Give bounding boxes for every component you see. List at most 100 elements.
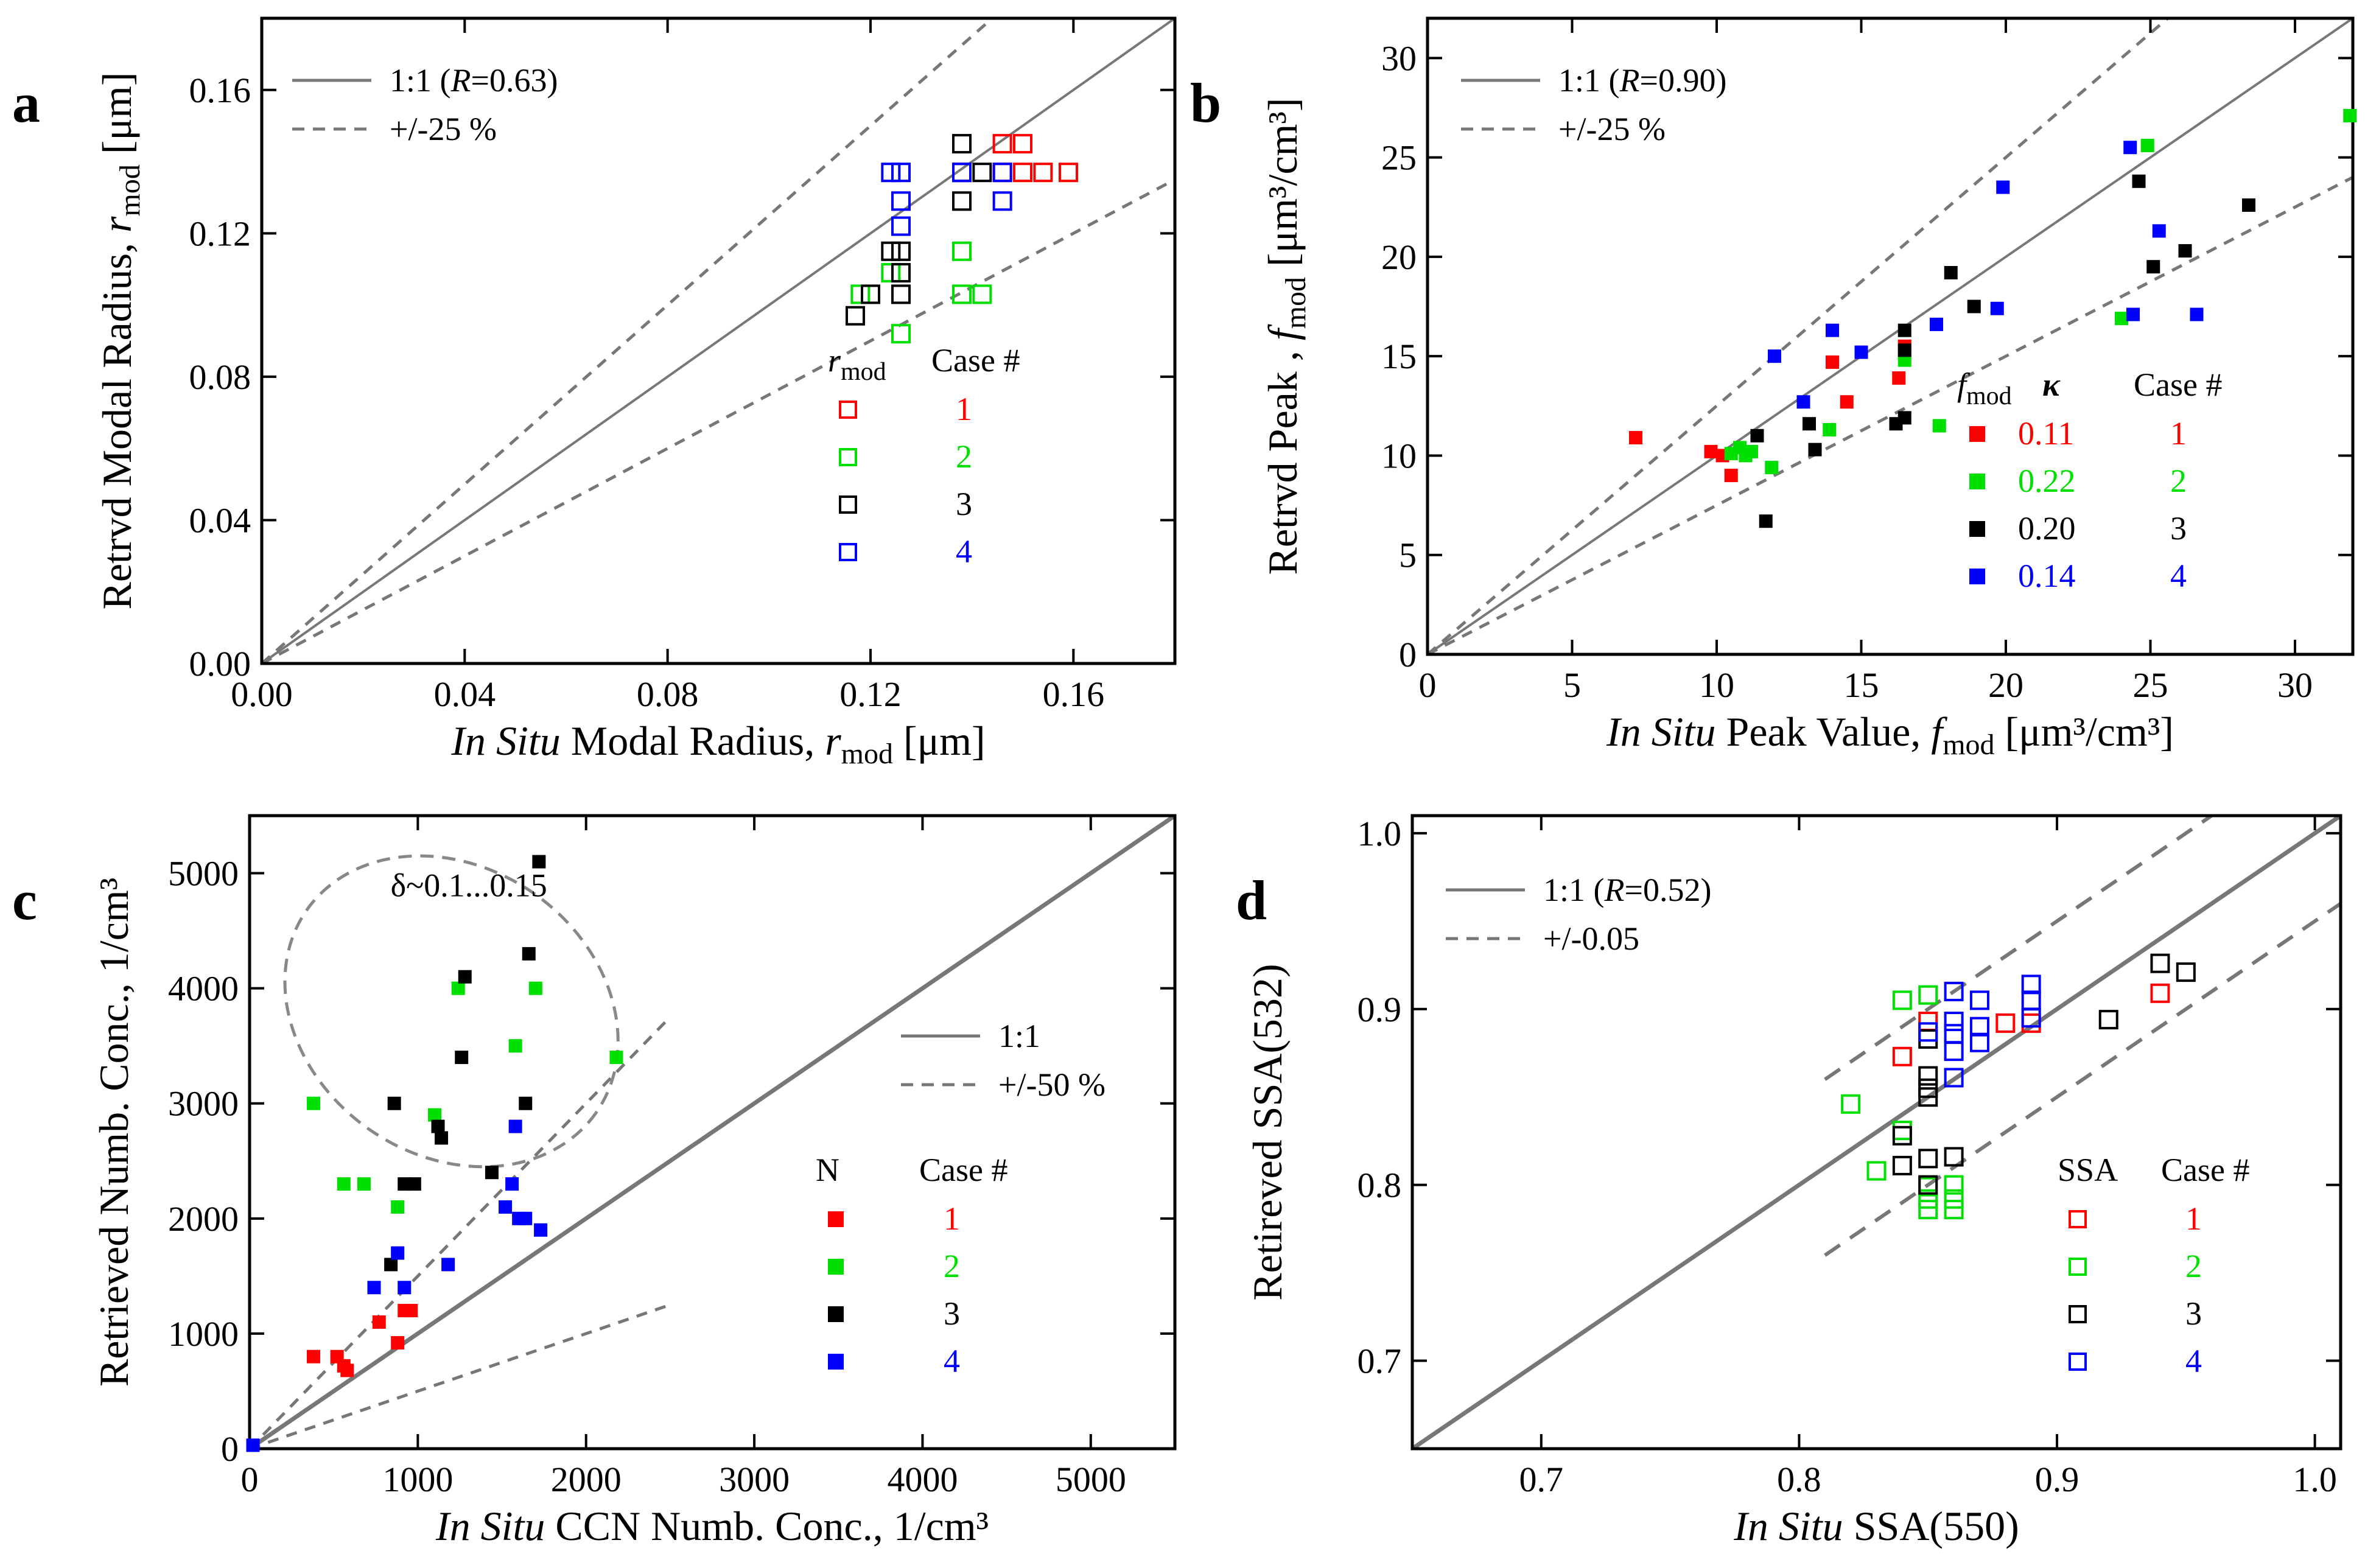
band-line bbox=[250, 1016, 671, 1449]
data-point bbox=[1866, 1161, 1887, 1181]
data-point bbox=[1996, 180, 2010, 194]
data-point bbox=[404, 1304, 418, 1318]
data-point bbox=[1918, 1149, 1938, 1169]
data-point bbox=[1990, 301, 2004, 315]
data-point bbox=[1918, 1087, 1938, 1107]
y-tick-label: 1.0 bbox=[1358, 814, 1402, 853]
data-point bbox=[1826, 323, 1839, 337]
legend-case: 4 bbox=[944, 1343, 960, 1379]
data-point bbox=[499, 1200, 513, 1214]
legend-marker bbox=[2069, 1258, 2087, 1276]
data-point bbox=[609, 1051, 623, 1065]
legend: rmod Case # 1 2 3 4 bbox=[828, 342, 1020, 570]
legend-header-case: Case # bbox=[2161, 1152, 2249, 1188]
data-point bbox=[861, 284, 880, 304]
x-tick-label: 5 bbox=[1563, 665, 1581, 705]
band-line bbox=[1428, 18, 2170, 654]
legend-case: 2 bbox=[2185, 1248, 2202, 1284]
data-point bbox=[387, 1096, 401, 1110]
data-point bbox=[1918, 985, 1938, 1005]
y-tick-label: 25 bbox=[1381, 138, 1417, 178]
data-point bbox=[2150, 983, 2170, 1003]
data-point bbox=[451, 981, 465, 995]
x-tick-label: 25 bbox=[2133, 665, 2168, 705]
legend-marker bbox=[828, 1306, 844, 1322]
y-tick-label: 0.04 bbox=[189, 500, 251, 540]
data-point bbox=[519, 1211, 533, 1225]
series-case-4 bbox=[881, 163, 1012, 236]
key-label: 1:1 (R=0.52) bbox=[1543, 872, 1711, 908]
legend-kappa: 0.11 bbox=[2018, 415, 2075, 452]
key-label: 1:1 (R=0.63) bbox=[390, 62, 558, 99]
data-point bbox=[2152, 224, 2166, 238]
one-to-one-line bbox=[1428, 18, 2353, 654]
data-point bbox=[428, 1108, 441, 1122]
legend-marker bbox=[839, 401, 857, 419]
data-point bbox=[1918, 1175, 1938, 1195]
data-point bbox=[1803, 417, 1816, 431]
x-tick-label: 3000 bbox=[719, 1460, 790, 1499]
data-point bbox=[1013, 163, 1032, 183]
panel-letter: c bbox=[12, 869, 37, 931]
data-point bbox=[1745, 444, 1758, 458]
data-point bbox=[891, 216, 911, 236]
legend-header-1: fmod bbox=[1957, 366, 2012, 410]
legend-marker bbox=[839, 495, 857, 514]
data-point bbox=[881, 241, 901, 261]
ticks: 0 5 10 15 20 25 30 0 5 10 15 20 25 30 bbox=[1381, 18, 2353, 705]
data-point bbox=[307, 1096, 321, 1110]
key-label: +/-25 % bbox=[1558, 111, 1666, 147]
x-tick-label: 15 bbox=[1844, 665, 1879, 705]
line-key: 1:1 (R=0.90) +/-25 % bbox=[1461, 62, 1726, 147]
legend-case: 3 bbox=[2170, 510, 2187, 547]
data-point bbox=[1932, 419, 1946, 433]
legend-kappa: 0.14 bbox=[2018, 558, 2076, 594]
data-point bbox=[952, 241, 972, 261]
panel-b: b 0 5 10 15 20 25 30 0 5 10 15 20 25 30 In Situ Peak Va… bbox=[1190, 16, 2357, 761]
data-point bbox=[398, 1281, 412, 1295]
legend: SSA Case # 1 2 3 4 bbox=[2058, 1152, 2249, 1379]
band-line bbox=[1824, 816, 2215, 1081]
panel-letter: a bbox=[12, 72, 40, 134]
reference-lines bbox=[262, 18, 1175, 663]
legend-marker bbox=[2069, 1210, 2087, 1228]
panel-a: a 0.00 0.04 0.08 0.12 0.16 0.00 0.04 0.08 0.12 0.1… bbox=[12, 16, 1177, 770]
data-point bbox=[1918, 1029, 1938, 1049]
y-tick-label: 0.12 bbox=[189, 214, 251, 253]
series-case-3 bbox=[1892, 953, 2196, 1195]
data-point bbox=[508, 1039, 522, 1053]
legend: N Case # 1 2 3 4 bbox=[816, 1152, 1007, 1379]
legend-kappa: 0.20 bbox=[2018, 510, 2076, 547]
data-point bbox=[1796, 395, 1810, 409]
data-point bbox=[1944, 266, 1958, 279]
data-point bbox=[384, 1258, 398, 1272]
x-axis-label: In Situ Peak Value, fmod [μm³/cm³] bbox=[1606, 709, 2174, 761]
data-point bbox=[1826, 355, 1839, 369]
data-point bbox=[952, 134, 972, 154]
y-tick-label: 15 bbox=[1381, 337, 1417, 376]
data-point bbox=[1840, 395, 1854, 409]
legend-kappa: 0.22 bbox=[2018, 463, 2076, 499]
panel-d: d 0.7 0.8 0.9 1.0 0.7 0.8 0.9 1.0 In Situ SSA(550… bbox=[1236, 814, 2342, 1549]
y-axis-label: Retrvd Modal Radius, rmod [μm] bbox=[94, 72, 146, 610]
data-point bbox=[846, 306, 865, 326]
key-label: +/-0.05 bbox=[1543, 920, 1639, 957]
legend-marker bbox=[828, 1259, 844, 1275]
y-tick-label: 3000 bbox=[168, 1084, 239, 1124]
data-point bbox=[2150, 953, 2170, 973]
legend-marker bbox=[2069, 1353, 2087, 1371]
one-to-one-line bbox=[262, 18, 1175, 663]
data-point bbox=[431, 1119, 445, 1133]
data-point bbox=[1704, 444, 1718, 458]
data-point bbox=[1897, 343, 1911, 357]
data-point bbox=[1724, 469, 1738, 483]
x-tick-label: 0.9 bbox=[2035, 1460, 2079, 1499]
data-point bbox=[455, 1051, 469, 1065]
x-axis-label: In Situ CCN Numb. Conc., 1/cm³ bbox=[435, 1503, 989, 1549]
band-line bbox=[250, 1303, 671, 1449]
legend-case: 4 bbox=[2185, 1343, 2202, 1379]
legend-case: 3 bbox=[944, 1295, 960, 1332]
data-point bbox=[337, 1177, 351, 1191]
key-label: +/-25 % bbox=[390, 111, 497, 147]
